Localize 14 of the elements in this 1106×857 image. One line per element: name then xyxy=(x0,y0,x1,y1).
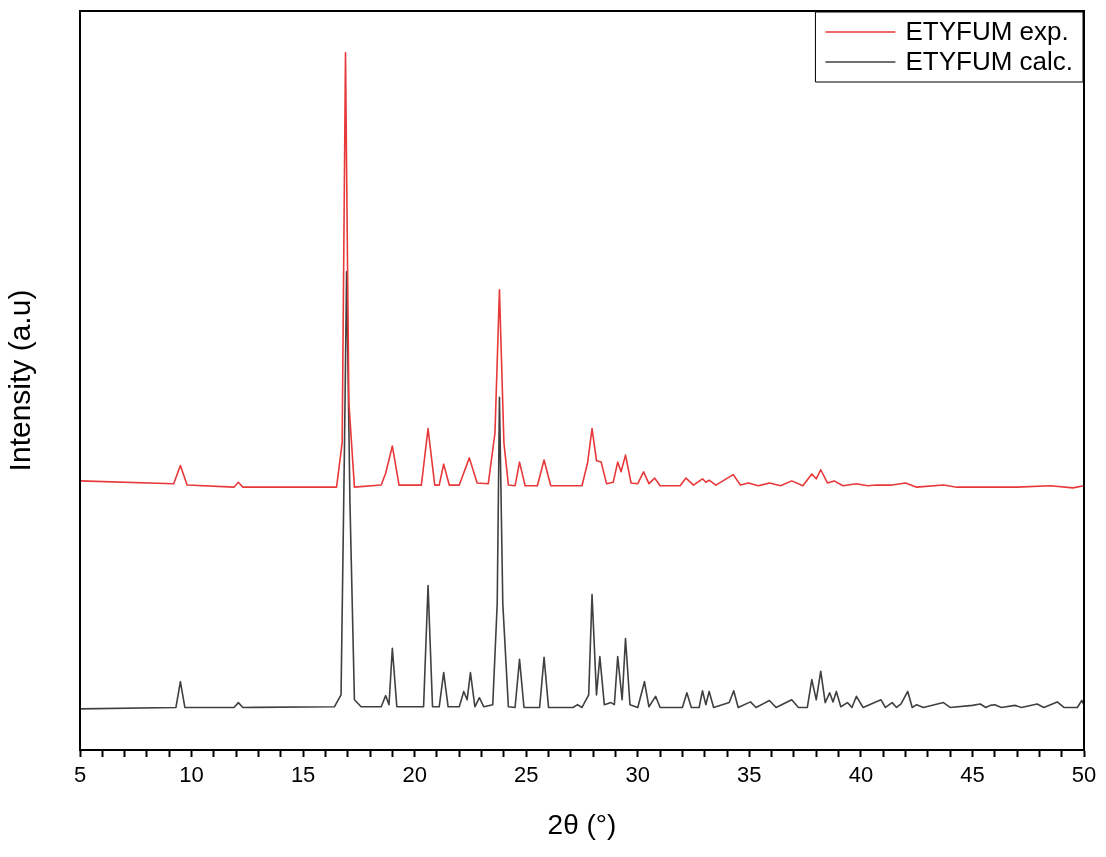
y-axis-title: Intensity (a.u) xyxy=(3,289,37,472)
x-tick-label: 50 xyxy=(1071,762,1097,788)
x-tick-label: 25 xyxy=(513,762,539,788)
legend-label: ETYFUM calc. xyxy=(905,46,1074,77)
x-tick-label: 35 xyxy=(737,762,762,788)
x-tick-label: 10 xyxy=(179,762,204,788)
x-tick-label: 45 xyxy=(960,762,985,788)
x-tick-label: 5 xyxy=(73,762,87,788)
legend-label: ETYFUM exp. xyxy=(905,16,1069,47)
x-axis-title: 2θ (°) xyxy=(547,808,617,840)
x-tick-label: 20 xyxy=(402,762,427,788)
x-tick-label: 40 xyxy=(848,762,874,788)
x-tick-label: 15 xyxy=(290,762,316,788)
x-tick-label: 30 xyxy=(625,762,651,788)
